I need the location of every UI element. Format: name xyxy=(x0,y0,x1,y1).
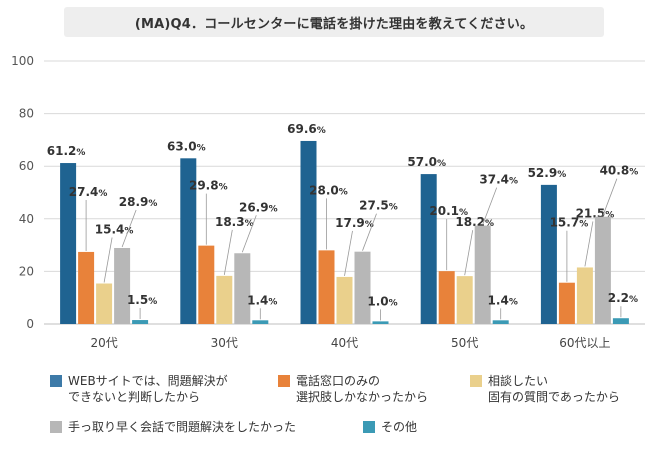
bar-s3-c3 xyxy=(336,276,353,324)
bar-s2-c3 xyxy=(318,250,335,324)
bar-s5-c1 xyxy=(132,320,149,324)
bar-s4-c5 xyxy=(594,216,611,324)
data-label-s3-c4: 18.2% xyxy=(455,215,494,229)
bar-s2-c1 xyxy=(78,251,95,324)
data-label-s2-c2: 29.8% xyxy=(189,179,228,193)
leader-s4-c3 xyxy=(362,213,377,251)
bar-s3-c1 xyxy=(96,283,113,324)
data-label-s1-c2: 63.0% xyxy=(167,139,206,153)
data-label-s1-c1: 61.2% xyxy=(47,144,86,158)
data-label-s3-c2: 18.3% xyxy=(215,215,254,229)
leader-s3-c3 xyxy=(344,230,353,276)
data-label-s5-c1: 1.5% xyxy=(127,293,157,307)
y-tick-label-100: 100 xyxy=(11,54,34,68)
bar-s4-c3 xyxy=(354,251,371,324)
data-label-s4-c4: 37.4% xyxy=(479,173,518,187)
chart-title: (MA)Q4．コールセンターに電話を掛けた理由を教えてください。 xyxy=(64,7,604,37)
data-label-s3-c3: 17.9% xyxy=(335,216,374,230)
data-label-s4-c2: 26.9% xyxy=(239,200,278,214)
leader-s3-c2 xyxy=(223,229,233,275)
bar-s1-c2 xyxy=(180,158,197,324)
x-tick-label-4: 50代 xyxy=(451,336,478,350)
bar-s3-c2 xyxy=(216,275,233,324)
leader-s3-c4 xyxy=(464,230,474,276)
y-tick-label-60: 60 xyxy=(19,159,34,173)
bar-s1-c4 xyxy=(420,174,437,324)
data-label-s2-c3: 28.0% xyxy=(309,183,348,197)
data-label-s4-c5: 40.8% xyxy=(600,164,639,178)
data-label-s5-c5: 2.2% xyxy=(608,291,638,305)
bar-s5-c3 xyxy=(372,321,389,324)
data-label-s5-c3: 1.0% xyxy=(367,294,397,308)
bar-s2-c4 xyxy=(438,271,455,324)
y-tick-label-20: 20 xyxy=(19,264,34,278)
bar-s4-c4 xyxy=(474,225,491,324)
data-label-s5-c4: 1.4% xyxy=(488,293,518,307)
data-label-s3-c1: 15.4% xyxy=(95,222,134,236)
bar-s5-c2 xyxy=(252,320,269,324)
bar-s4-c1 xyxy=(114,247,131,324)
leader-s3-c1 xyxy=(103,237,113,283)
data-label-s1-c3: 69.6% xyxy=(287,122,326,136)
leader-s4-c5 xyxy=(602,178,618,216)
bar-s5-c5 xyxy=(612,318,629,324)
bar-s1-c3 xyxy=(300,140,317,324)
leader-s3-c5 xyxy=(584,221,594,267)
x-tick-label-5: 60代以上 xyxy=(559,336,610,350)
x-tick-label-2: 30代 xyxy=(211,336,238,350)
bar-s2-c2 xyxy=(198,245,215,324)
y-tick-label-80: 80 xyxy=(19,107,34,121)
x-tick-label-1: 20代 xyxy=(90,336,117,350)
data-label-s2-c5: 15.7% xyxy=(550,216,589,230)
leader-s4-c1 xyxy=(121,209,137,248)
bar-s4-c2 xyxy=(234,253,251,324)
data-label-s2-c1: 27.4% xyxy=(69,185,108,199)
y-tick-label-40: 40 xyxy=(19,212,34,226)
bar-s3-c4 xyxy=(456,276,473,324)
bar-s5-c4 xyxy=(492,320,509,324)
data-label-s4-c3: 27.5% xyxy=(359,199,398,213)
data-label-s1-c5: 52.9% xyxy=(528,166,567,180)
data-label-s2-c4: 20.1% xyxy=(429,204,468,218)
bar-s1-c5 xyxy=(540,184,557,324)
data-label-s5-c2: 1.4% xyxy=(247,293,277,307)
bar-s2-c5 xyxy=(558,282,575,324)
y-tick-label-0: 0 xyxy=(26,317,34,331)
x-tick-label-3: 40代 xyxy=(331,336,358,350)
bar-s1-c1 xyxy=(60,163,77,324)
leader-s4-c4 xyxy=(482,187,498,225)
leader-s4-c2 xyxy=(241,215,257,253)
data-label-s4-c1: 28.9% xyxy=(119,195,158,209)
bar-s3-c5 xyxy=(576,267,593,324)
data-label-s1-c4: 57.0% xyxy=(407,155,446,169)
